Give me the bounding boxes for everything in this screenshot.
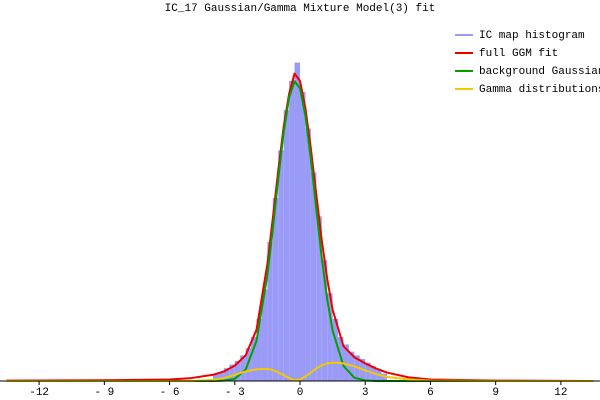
histogram-bar xyxy=(310,172,317,381)
histogram-bar xyxy=(289,80,295,381)
legend-label: background Gaussian xyxy=(479,66,600,78)
histogram-bar xyxy=(229,364,235,381)
histogram-bar xyxy=(305,128,311,381)
x-tick-label: 6 xyxy=(427,387,434,399)
x-tick-label: -12 xyxy=(29,387,49,399)
histogram-bar xyxy=(300,91,306,382)
histogram-bar xyxy=(332,318,339,381)
histogram-bar xyxy=(223,368,230,381)
fit-line xyxy=(6,361,594,382)
histogram-bar xyxy=(261,289,268,381)
histogram-bar xyxy=(256,318,262,381)
legend-label: IC map histogram xyxy=(479,30,585,42)
histogram-bar xyxy=(218,371,224,381)
histogram-bar xyxy=(213,373,219,381)
histogram-bar xyxy=(251,337,257,381)
histogram-bar xyxy=(343,344,349,381)
histogram-bar xyxy=(316,216,322,381)
x-tick-label: - 6 xyxy=(160,387,180,399)
histogram-bar xyxy=(272,198,279,381)
histogram-bar xyxy=(278,150,284,381)
x-tick-label: 12 xyxy=(554,387,567,399)
x-tick-label: 9 xyxy=(492,387,499,399)
x-tick-label: - 3 xyxy=(225,387,245,399)
histogram-bar xyxy=(321,260,328,381)
histogram-bar xyxy=(234,360,241,381)
histogram-bar xyxy=(267,241,273,381)
legend-label: Gamma distributions xyxy=(479,84,600,96)
histogram-bar xyxy=(327,293,333,381)
chart-title: IC_17 Gaussian/Gamma Mixture Model(3) fi… xyxy=(165,3,436,15)
fit-line xyxy=(6,72,594,382)
histogram-bar xyxy=(381,373,387,381)
x-tick-label: - 9 xyxy=(94,387,114,399)
x-tick-label: 3 xyxy=(362,387,369,399)
histogram-bar xyxy=(240,355,246,381)
x-tick-label: 0 xyxy=(297,387,304,399)
legend-label: full GGM fit xyxy=(479,48,558,60)
histogram-bar xyxy=(283,110,290,381)
histogram-bar xyxy=(294,62,300,382)
